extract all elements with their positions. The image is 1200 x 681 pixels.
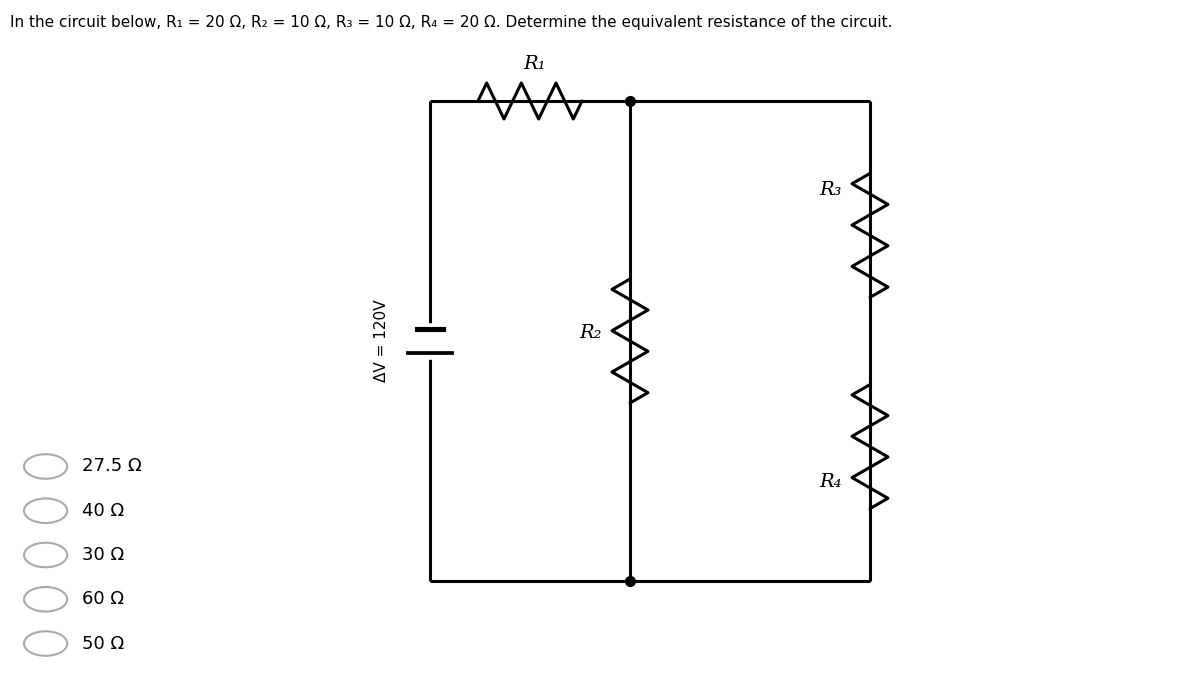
Text: 40 Ω: 40 Ω [82, 502, 124, 520]
Text: R₁: R₁ [523, 55, 546, 73]
Text: R₂: R₂ [580, 324, 602, 342]
Text: 27.5 Ω: 27.5 Ω [82, 458, 142, 475]
Text: In the circuit below, R₁ = 20 Ω, R₂ = 10 Ω, R₃ = 10 Ω, R₄ = 20 Ω. Determine the : In the circuit below, R₁ = 20 Ω, R₂ = 10… [10, 15, 892, 30]
Text: 50 Ω: 50 Ω [82, 635, 124, 652]
Text: R₄: R₄ [820, 473, 842, 490]
Text: ΔV = 120V: ΔV = 120V [374, 300, 390, 382]
Text: 30 Ω: 30 Ω [82, 546, 124, 564]
Text: R₃: R₃ [820, 181, 842, 200]
Text: 60 Ω: 60 Ω [82, 590, 124, 608]
